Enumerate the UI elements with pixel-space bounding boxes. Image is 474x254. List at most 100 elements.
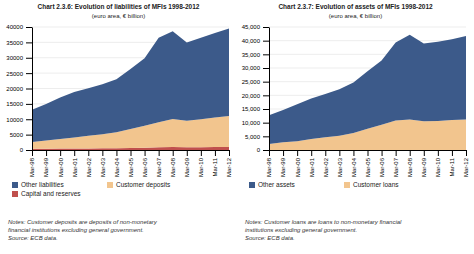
x-tick-mark [424, 150, 425, 156]
x-tick-mark [187, 150, 188, 156]
x-tick-label: Mar-03 [337, 157, 343, 177]
x-tick: Mar-09 [421, 150, 427, 177]
y-tick-label: 25000 [6, 71, 23, 77]
x-tick-label: Mar-11 [212, 157, 218, 176]
legend-swatch [107, 182, 113, 188]
x-tick-label: Mar-07 [156, 157, 162, 177]
y-tick-label: 10000 [6, 117, 23, 123]
y-tick: 0 [20, 147, 32, 153]
legend-item: Other assets [249, 181, 296, 188]
x-tick-mark [382, 150, 383, 156]
x-tick: Mar-09 [184, 150, 190, 177]
note: Notes: Customer deposits are deposits of… [8, 219, 158, 225]
legend-item: Other liabilities [12, 181, 64, 188]
legend-swatch [344, 182, 350, 188]
x-tick-mark [297, 150, 298, 156]
x-tick-mark [368, 150, 369, 156]
x-tick-label: Mar-09 [184, 157, 190, 177]
y-tick-label: 0 [20, 147, 24, 153]
y-tick-label: 25,000 [242, 79, 261, 85]
y-tick-label: 15,000 [242, 106, 261, 112]
x-tick-label: Mar-11 [449, 157, 455, 176]
chart-panel: Chart 2.3.7: Evolution of assets of MFIs… [242, 3, 470, 241]
y-tick: 15000 [6, 101, 32, 107]
x-axis: Mar-98Mar-99Mar-00Mar-01Mar-02Mar-03Mar-… [266, 150, 469, 177]
x-tick-label: Mar-09 [421, 157, 427, 177]
x-axis: Mar-98 Mar-99 Mar-00 Mar-01 Mar-02 Mar-03 Mar-… [29, 150, 232, 177]
y-tick: 40000 [6, 24, 32, 30]
chart-title: Chart 2.3.7: Evolution of assets of MFIs… [278, 3, 433, 10]
chart-panel: Chart 2.3.6: Evolution of liabilities of… [6, 3, 232, 241]
x-tick: Mar-04 [114, 150, 120, 177]
y-tick: 0 [257, 147, 269, 153]
x-tick-label: Mar-99 [43, 157, 49, 177]
y-tick-mark [26, 73, 32, 74]
y-tick-label: 20,000 [242, 93, 261, 99]
y-tick-label: 5000 [10, 132, 24, 138]
legend-label: Customer loans [353, 181, 399, 188]
y-tick: 35000 [6, 40, 32, 46]
x-tick: Mar-00 [58, 150, 64, 177]
grid-line [32, 27, 229, 28]
x-tick: Mar-11 [449, 150, 455, 177]
y-tick-label: 45,000 [242, 24, 261, 30]
x-tick-label: Mar-00 [58, 157, 64, 177]
x-tick-mark [74, 150, 75, 156]
x-tick-label: Mar-10 [435, 157, 441, 177]
legend-label: Other liabilities [21, 181, 64, 188]
x-tick-mark [145, 150, 146, 156]
x-tick: Mar-03 [100, 150, 106, 177]
x-tick: Mar-06 [142, 150, 148, 177]
y-tick-mark [26, 104, 32, 105]
y-tick-label: 35,000 [242, 52, 261, 58]
y-tick-mark [263, 41, 269, 42]
y-tick-label: 40000 [6, 24, 23, 30]
x-tick: Mar-12 [226, 150, 232, 177]
y-tick: 30000 [6, 55, 32, 61]
x-tick: Mar-99 [43, 150, 49, 177]
legend-swatch [12, 191, 18, 197]
y-tick-mark [26, 135, 32, 136]
notes: Notes: Customer deposits are deposits of… [8, 219, 158, 241]
chart-title: Chart 2.3.6: Evolution of liabilities of… [38, 3, 200, 10]
legend-item: Capital and reserves [12, 190, 81, 198]
x-tick-label: Mar-06 [379, 157, 385, 177]
y-tick: 10,000 [242, 120, 269, 126]
y-tick-label: 30,000 [242, 65, 261, 71]
y-tick: 25000 [6, 71, 32, 77]
x-tick-label: Mar-02 [86, 157, 92, 177]
x-tick: Mar-99 [280, 150, 286, 177]
x-tick-label: Mar-12 [463, 157, 469, 177]
y-tick: 20000 [6, 86, 32, 92]
y-tick-label: 15000 [6, 101, 23, 107]
x-tick-mark [353, 150, 354, 156]
note: Source: ECB data. [245, 235, 295, 241]
x-tick-label: Mar-01 [72, 157, 78, 177]
x-tick-mark [32, 150, 33, 156]
x-tick-mark [46, 150, 47, 156]
axis-line [269, 28, 270, 151]
y-tick: 5,000 [245, 134, 269, 140]
legend-label: Other assets [258, 181, 296, 188]
x-tick-mark [173, 150, 174, 156]
y-axis: 0 5,000 10,000 15,000 20,000 25,000 30,000 35,0… [242, 24, 270, 153]
x-tick-mark [269, 150, 270, 156]
x-tick-mark [229, 150, 230, 156]
x-tick-label: Mar-98 [29, 157, 35, 177]
x-tick-label: Mar-05 [128, 157, 134, 177]
x-tick-mark [410, 150, 411, 156]
x-tick-mark [88, 150, 89, 156]
x-tick: Mar-02 [86, 150, 92, 177]
x-tick: Mar-02 [323, 150, 329, 177]
x-tick-label: Mar-07 [393, 157, 399, 177]
x-tick-label: Mar-03 [100, 157, 106, 177]
x-tick-label: Mar-12 [226, 157, 232, 177]
x-tick: Mar-10 [435, 150, 441, 177]
legend-label: Customer deposits [116, 181, 171, 189]
legend: Other assets Customer loans [249, 181, 399, 188]
x-tick-mark [116, 150, 117, 156]
legend-swatch [249, 182, 255, 188]
y-tick-mark [26, 42, 32, 43]
y-tick: 15,000 [242, 106, 269, 112]
x-tick: Mar-98 [266, 150, 272, 177]
